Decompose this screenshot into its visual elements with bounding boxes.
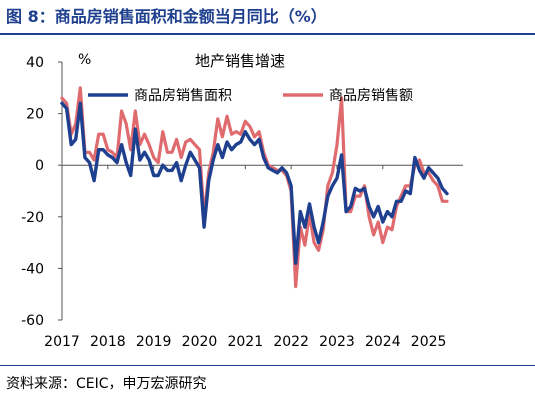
source-rule xyxy=(0,365,535,366)
x-tick-label: 2018 xyxy=(90,334,126,350)
series-line-sales-area xyxy=(60,101,449,265)
title-rule xyxy=(0,33,535,35)
y-tick-label: -60 xyxy=(21,313,44,329)
y-tick-label: -20 xyxy=(21,210,44,226)
y-tick-label: 0 xyxy=(35,158,44,174)
series-layer xyxy=(60,86,449,289)
x-tick-label: 2023 xyxy=(319,334,355,350)
legend: 商品房销售面积 商品房销售额 xyxy=(88,88,413,104)
x-tick-label: 2017 xyxy=(44,334,80,350)
x-tick-label: 2022 xyxy=(273,334,309,350)
x-tick-label: 2019 xyxy=(136,334,172,350)
legend-label-sales-amount: 商品房销售额 xyxy=(329,88,413,104)
y-tick-label: -40 xyxy=(21,261,44,277)
series-line-sales-amount xyxy=(60,86,449,289)
legend-label-sales-area: 商品房销售面积 xyxy=(134,88,232,104)
y-tick-label: 40 xyxy=(26,55,44,71)
x-tick-label: 2020 xyxy=(182,334,218,350)
chart-title: 地产销售增速 xyxy=(195,52,285,70)
source-note: 资料来源：CEIC，申万宏源研究 xyxy=(6,376,207,392)
x-tick-label: 2025 xyxy=(411,334,447,350)
y-tick-label: 20 xyxy=(26,107,44,123)
x-tick-label: 2024 xyxy=(365,334,401,350)
x-tick-label: 2021 xyxy=(227,334,263,350)
y-unit-label: % xyxy=(78,52,91,68)
figure-title: 图 8：商品房销售面积和金额当月同比（%） xyxy=(6,7,327,26)
